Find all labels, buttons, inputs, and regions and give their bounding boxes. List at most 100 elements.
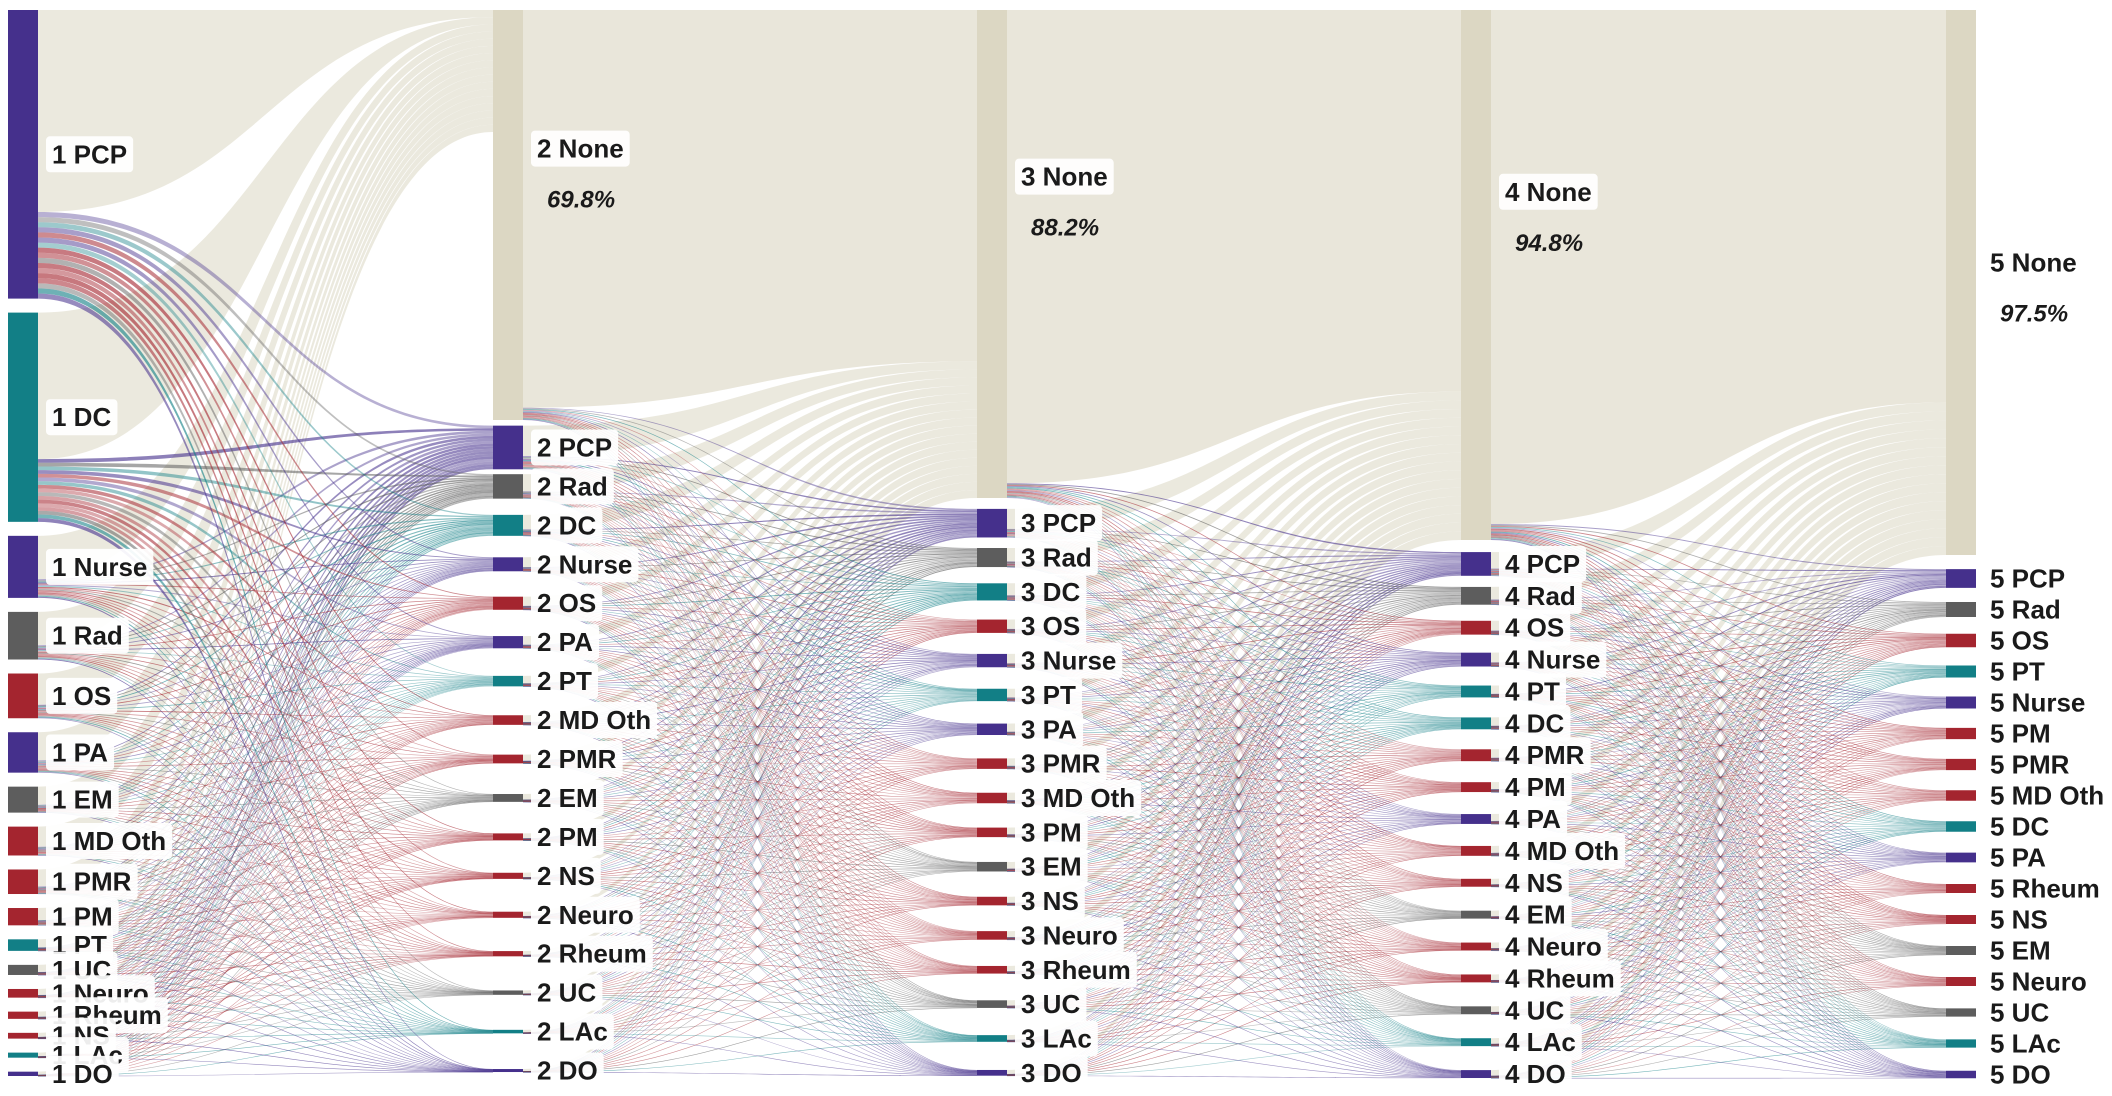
provider-flow xyxy=(1491,602,1946,855)
provider-flow xyxy=(1491,982,1946,1047)
provider-flow xyxy=(1491,525,1946,603)
provider-flow xyxy=(38,488,493,949)
provider-flow xyxy=(523,917,977,1041)
provider-flow xyxy=(523,554,977,646)
label-background xyxy=(1984,1025,2067,1062)
node-label: 5 DO xyxy=(1990,1060,2051,1090)
provider-flow xyxy=(1491,663,1946,669)
provider-flow xyxy=(1491,608,1946,790)
provider-flow xyxy=(38,924,493,1033)
provider-flow xyxy=(38,770,493,993)
provider-flow xyxy=(523,648,977,1073)
none-flow xyxy=(38,53,493,805)
provider-flow xyxy=(523,629,977,956)
provider-flow xyxy=(523,516,977,607)
provider-flow xyxy=(523,530,977,588)
provider-flow xyxy=(1491,855,1946,983)
provider-flow xyxy=(1007,566,1461,1040)
provider-flow xyxy=(1491,569,1946,667)
provider-flow xyxy=(38,954,493,998)
node-label-group: 2 DO xyxy=(531,1052,604,1089)
node-bar-3-pmr xyxy=(977,758,1007,769)
provider-flow xyxy=(1007,871,1461,1076)
provider-flow xyxy=(38,715,493,953)
provider-flow xyxy=(1007,938,1461,949)
provider-flow xyxy=(1007,494,1461,976)
provider-flow xyxy=(38,461,493,1038)
provider-flow xyxy=(1007,563,1461,720)
node-label: 4 Rheum xyxy=(1505,963,1615,993)
provider-flow xyxy=(523,903,977,957)
provider-flow xyxy=(38,490,493,973)
provider-flow xyxy=(523,684,977,695)
provider-flow xyxy=(38,767,493,837)
provider-flow xyxy=(1491,949,1946,985)
provider-flow xyxy=(1007,487,1461,719)
provider-flow xyxy=(1007,885,1461,1008)
label-background xyxy=(1015,780,1142,816)
provider-flow xyxy=(523,767,977,995)
provider-flow xyxy=(1491,707,1946,1045)
provider-flow xyxy=(1007,692,1461,870)
provider-flow xyxy=(38,800,493,1039)
node-bar-4-dc xyxy=(1461,717,1491,730)
label-background xyxy=(1015,745,1107,782)
label-background xyxy=(46,617,129,654)
node-label-group: 1 MD Oth xyxy=(46,823,173,860)
provider-flow xyxy=(1491,697,1946,1074)
label-background xyxy=(1015,1054,1088,1091)
provider-flow xyxy=(1491,633,1946,949)
provider-flow xyxy=(523,464,977,898)
provider-flow xyxy=(1007,491,1461,880)
provider-flow xyxy=(523,418,977,1036)
provider-flow xyxy=(1491,615,1946,1045)
node-bar-1-pa xyxy=(8,732,38,773)
provider-flow xyxy=(1007,664,1461,754)
node-label-group: 4 DO xyxy=(1499,1056,1572,1093)
provider-flow xyxy=(523,411,977,690)
node-label-group: 4 Neuro xyxy=(1499,928,1608,965)
provider-flow xyxy=(1007,535,1461,1008)
provider-flow xyxy=(1491,670,1946,759)
provider-flow xyxy=(1007,666,1461,1042)
provider-flow xyxy=(38,950,493,994)
provider-flow xyxy=(38,811,493,1032)
none-flow xyxy=(1491,528,1946,1012)
provider-flow xyxy=(523,413,977,794)
provider-flow xyxy=(1007,759,1461,1008)
provider-flow xyxy=(1007,598,1461,945)
provider-flow xyxy=(1491,705,1946,950)
provider-flow xyxy=(523,552,977,568)
none-flow xyxy=(1491,474,1946,821)
node-label: 2 PMR xyxy=(537,744,617,774)
label-background xyxy=(1984,839,2053,876)
node-label: 1 DC xyxy=(52,402,111,432)
none-flow xyxy=(1007,443,1461,732)
provider-flow xyxy=(1007,696,1461,1041)
provider-flow xyxy=(38,715,493,993)
provider-flow xyxy=(523,608,977,969)
none-flow xyxy=(1007,409,1461,596)
provider-flow xyxy=(1007,754,1461,768)
provider-flow xyxy=(523,606,977,659)
provider-flow xyxy=(1007,599,1461,938)
provider-flow xyxy=(523,599,977,1072)
provider-flow xyxy=(1007,904,1461,949)
provider-flow xyxy=(1491,676,1946,1077)
provider-flow xyxy=(1491,886,1946,953)
provider-flow xyxy=(1007,595,1461,801)
provider-flow xyxy=(523,532,977,995)
provider-flow xyxy=(38,565,493,949)
node-label-group: 4 PA xyxy=(1499,801,1568,837)
provider-flow xyxy=(1007,565,1461,976)
provider-flow xyxy=(523,628,977,878)
provider-flow xyxy=(1007,485,1461,622)
provider-flow xyxy=(1491,890,1946,951)
provider-flow xyxy=(1491,984,1946,1047)
provider-flow xyxy=(38,650,493,679)
provider-flow xyxy=(523,800,977,957)
node-label-group: 2 Rheum xyxy=(531,935,653,972)
node-bar-4-pmr xyxy=(1461,749,1491,762)
provider-flow xyxy=(523,733,977,1034)
node-label-group: 2 DC xyxy=(531,507,603,544)
